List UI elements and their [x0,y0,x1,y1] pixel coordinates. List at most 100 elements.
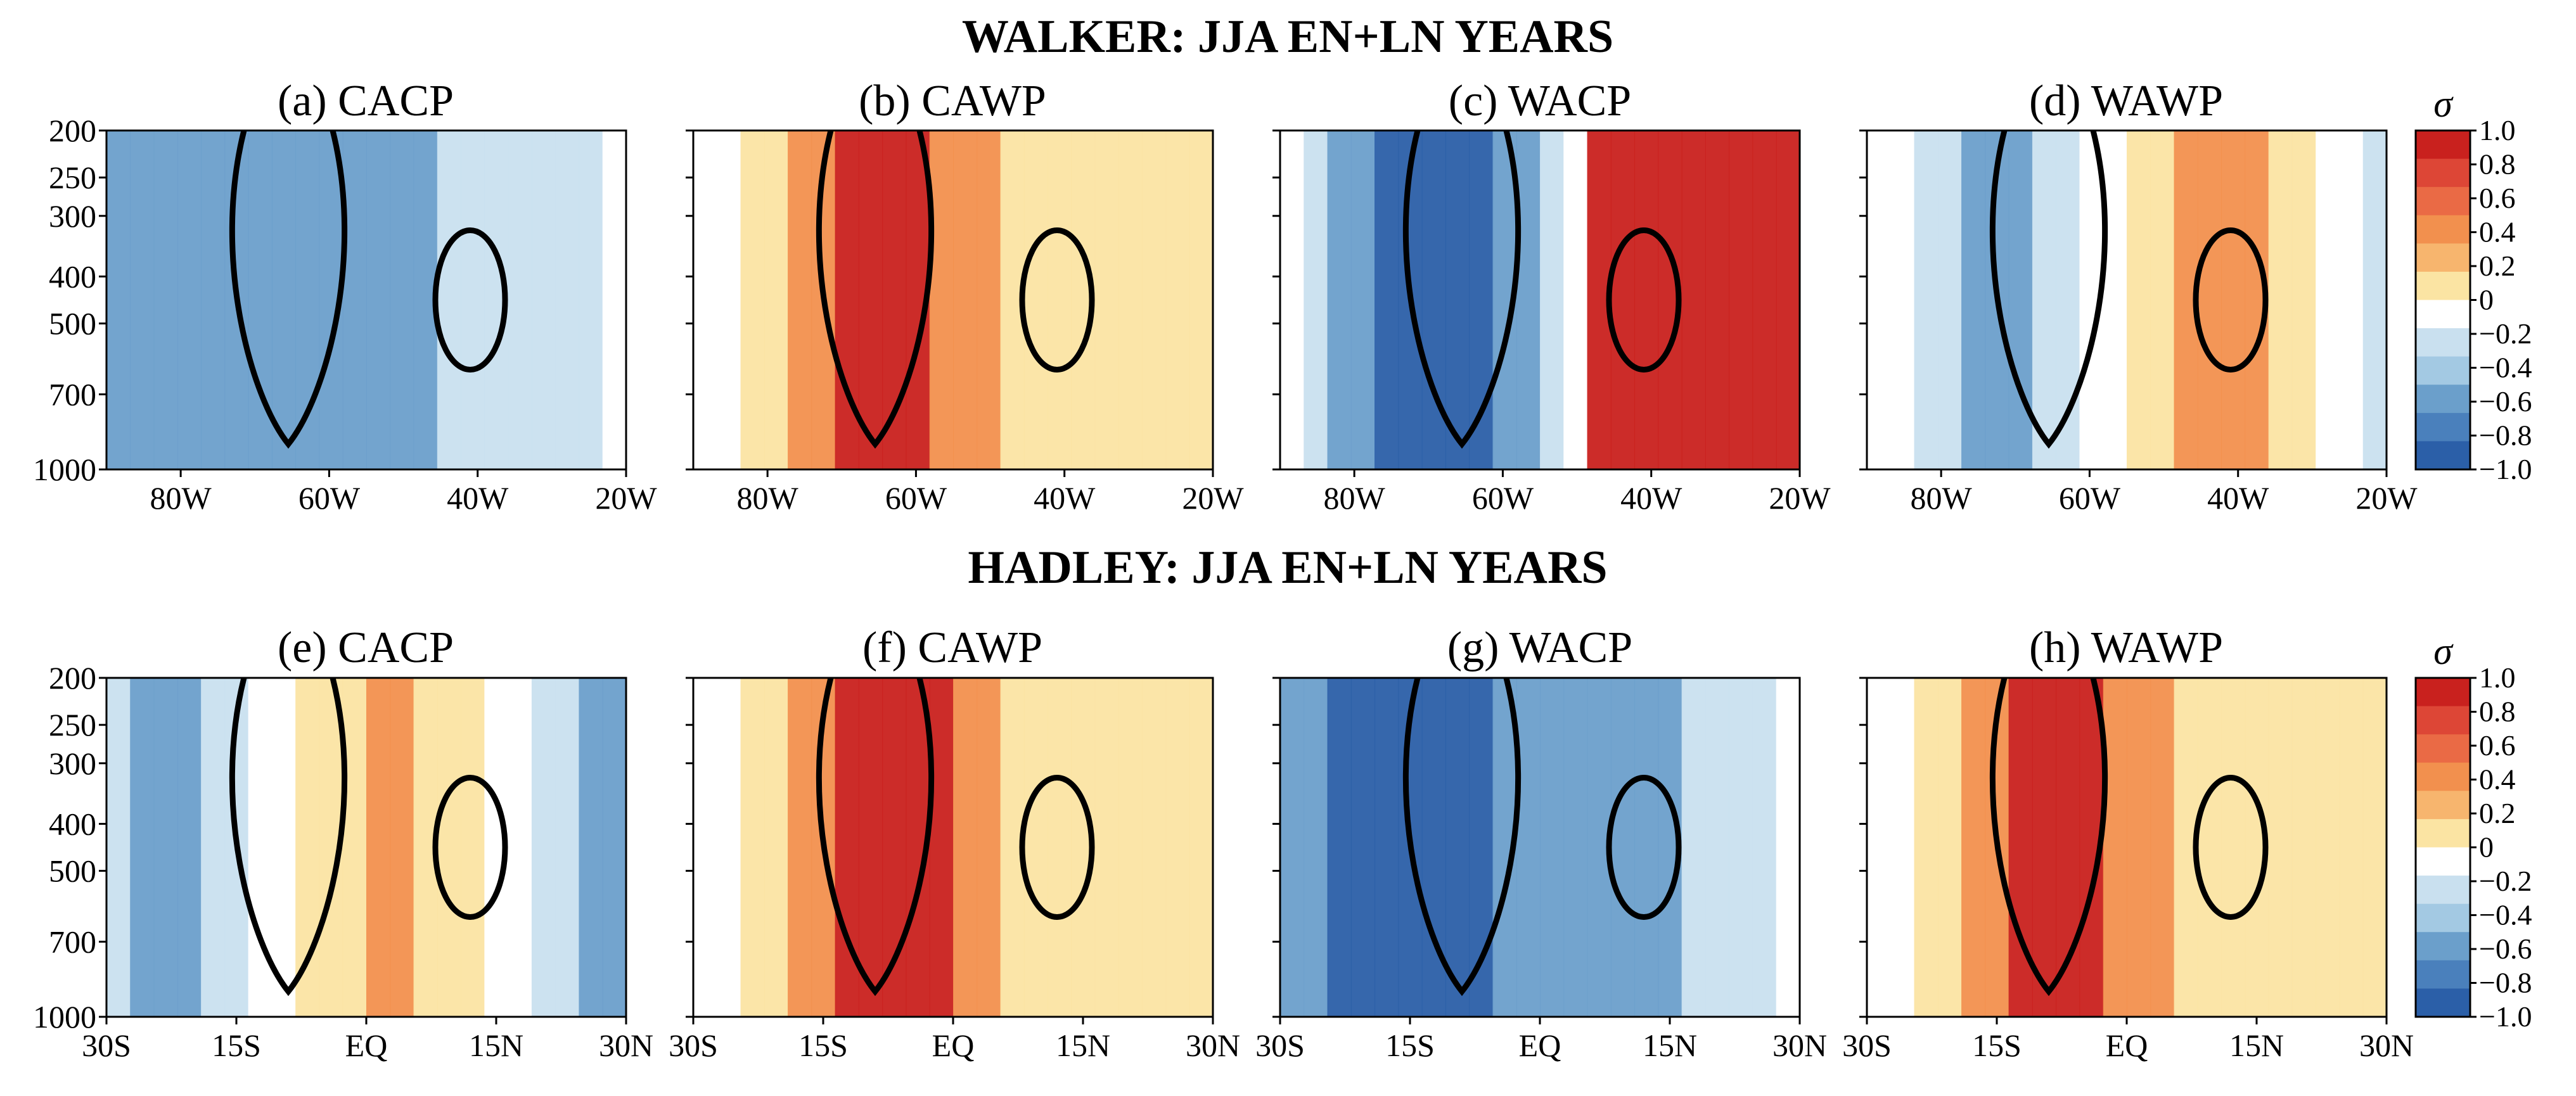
field-band [366,678,391,1017]
x-tick-label: 20W [2355,480,2418,516]
contour-line [1989,678,2108,997]
field-band [2339,131,2364,469]
field-band [1610,131,1636,469]
field-band [740,131,765,469]
field-band [740,678,765,1017]
x-tick-label: 80W [737,480,799,516]
field-band [1752,678,1777,1017]
field-band [1937,678,1963,1017]
field-band [461,131,485,469]
y-tick-label: 1000 [33,999,96,1035]
field-band [1189,678,1213,1017]
field-band [2127,131,2151,469]
x-tick-label: 15S [1385,1028,1435,1063]
panel-title-b: (b) CAWP [859,77,1046,125]
field-band [2032,131,2057,469]
panel-title-h: (h) WAWP [2029,623,2223,672]
field-band [1375,131,1399,469]
contour-line [2193,227,2269,373]
panel-frame [1866,129,2388,471]
y-tick-label: 700 [49,376,96,412]
x-tick-label: 15N [2229,1028,2284,1063]
field-band [1445,678,1470,1017]
field-band [717,131,741,469]
y-tick-label: 250 [49,707,96,742]
contour-line [1606,227,1682,373]
field-e [106,678,626,1017]
field-band [248,678,272,1017]
colorbar-swatch [2416,385,2470,414]
x-tick-label: 60W [1472,480,1534,516]
y-tick-label: 400 [49,806,96,841]
field-band [2197,131,2222,469]
field-band [1048,678,1072,1017]
contour-line [432,775,508,920]
field-band [693,678,718,1017]
field-band [1048,131,1072,469]
colorbar-swatch [2416,988,2470,1017]
field-band [1421,131,1446,469]
colorbar: σ 1.00.80.60.40.20−0.2−0.4−0.6−0.8−1.0 [2414,83,2532,485]
x-tick-label: 30N [2359,1028,2414,1063]
colorbar-swatch [2416,300,2470,329]
colorbar-tick-label: −0.4 [2479,899,2532,931]
field-band [1937,131,1963,469]
field-band [130,678,155,1017]
hadley-row-title: HADLEY: JJA EN+LN YEARS [968,542,1607,594]
field-band [531,131,556,469]
panel-f: 30S 15S EQ 15N 30N [669,677,1240,1063]
colorbar-swatch [2416,734,2470,763]
field-band [271,131,297,469]
panel-title-d: (d) WAWP [2029,77,2223,125]
field-band [1142,131,1167,469]
field-band [977,131,1001,469]
colorbar-tick-label: 0.2 [2479,250,2516,282]
field-band [1776,678,1800,1017]
panel-title-c: (c) WACP [1449,77,1631,125]
contour-line [229,131,348,449]
x-tick-label: 15N [1056,1028,1110,1063]
field-band [153,131,178,469]
panel-e: 30S 15S EQ 15N 30N 200 250 300 400 500 700 1000 [33,660,653,1063]
x-tick-label: EQ [2106,1028,2148,1063]
field-band [1421,678,1446,1017]
x-tick-label: 30S [1255,1028,1305,1063]
colorbar-swatch [2416,215,2470,245]
field-band [2127,678,2151,1017]
field-band [1118,678,1143,1017]
colorbar-swatch [2416,131,2470,160]
panel-d: 80W 60W 40W 20W [1859,129,2418,516]
field-band [2362,678,2387,1017]
panel-title-g: (g) WACP [1447,623,1632,672]
field-band [1961,678,1986,1017]
colorbar-tick-label: 0 [2479,284,2494,316]
field-band [106,678,131,1017]
field-band [1681,131,1706,469]
field-f [693,678,1213,1017]
field-band [2032,678,2057,1017]
colorbar-tick-label: 0.8 [2479,148,2516,181]
contour-line [1402,131,1522,449]
colorbar-swatch [2416,762,2470,792]
field-band [2339,678,2364,1017]
field-band [437,131,462,469]
field-band [2291,678,2317,1017]
colorbar-swatch [2416,441,2470,470]
field-band [579,678,603,1017]
x-tick-label: 30N [1772,1028,1827,1063]
field-band [2316,131,2340,469]
field-band [2103,131,2127,469]
x-tick-label: 20W [1182,480,1244,516]
colorbar-tick-label: 1.0 [2479,661,2516,694]
field-band [977,678,1001,1017]
field-band [1280,131,1305,469]
colorbar-swatch [2416,356,2470,386]
field-band [153,678,178,1017]
y-tick-label: 250 [49,160,96,195]
colorbar-swatch [2416,819,2470,848]
y-tick-label: 300 [49,746,96,781]
colorbar-swatch [2416,791,2470,820]
field-band [2103,678,2127,1017]
field-c [1280,131,1800,469]
colorbar-tick-label: −1.0 [2479,1000,2532,1033]
